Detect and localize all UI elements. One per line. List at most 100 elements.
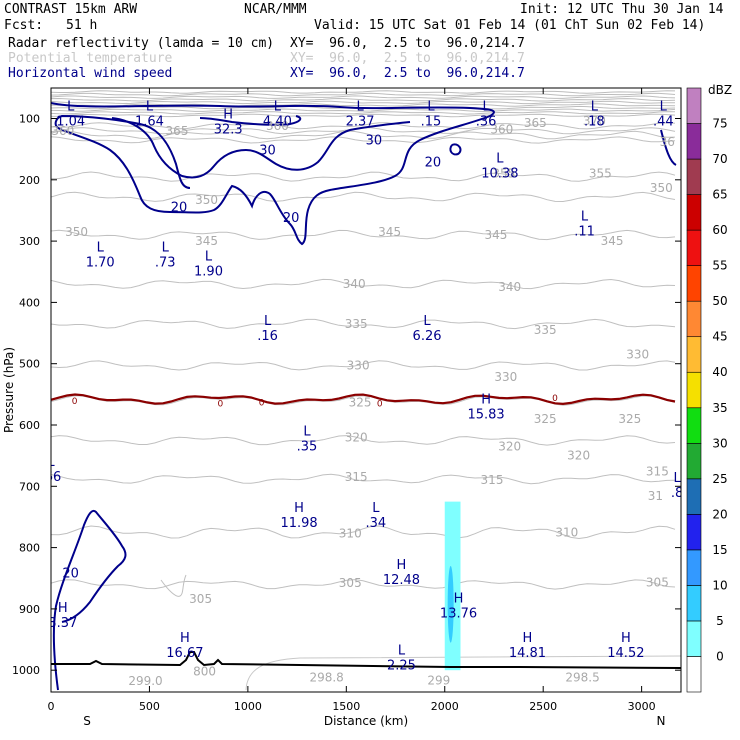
- extremum-type-21: L: [372, 501, 380, 516]
- terrain-line: [51, 651, 681, 669]
- x-tick-label-2: 1000: [234, 700, 262, 713]
- valid-time: Valid: 15 UTC Sat 01 Feb 14 (01 ChT Sun …: [314, 18, 706, 33]
- theta-label-12: 345: [195, 234, 218, 248]
- colorbar-label-8: 40: [712, 365, 727, 379]
- extremum-value-14: .16: [257, 329, 278, 344]
- extremum-type-2: H: [223, 107, 233, 122]
- colorbar-label-2: 10: [712, 578, 727, 592]
- colorbar-label-12: 60: [712, 223, 727, 237]
- x-tick-label-5: 2500: [529, 700, 557, 713]
- extremum-value-6: .36: [476, 114, 497, 129]
- freezing-level-line: [51, 393, 676, 406]
- wind-contour-3: [52, 509, 127, 691]
- theta-contour-2: [51, 130, 676, 140]
- theta-label-33: 310: [555, 525, 578, 539]
- forecast-label: Fcst:: [4, 18, 44, 33]
- extremum-type-4: L: [356, 99, 364, 114]
- theta-contour-7: [51, 278, 676, 290]
- extremum-value-25: 16.67: [166, 646, 203, 661]
- extremum-type-11: L: [97, 240, 105, 255]
- extremum-type-20: H: [294, 501, 304, 516]
- extremum-value-11: 1.70: [86, 255, 115, 270]
- terrain: [51, 651, 681, 669]
- theta-label-18: 335: [345, 317, 368, 331]
- wind-contour-5: [660, 129, 677, 166]
- theta-label-6: 36: [660, 135, 675, 149]
- freezing-label-0: 0: [72, 397, 78, 407]
- extremum-type-8: L: [660, 99, 668, 114]
- theta-label-13: 345: [378, 225, 401, 239]
- wind-label-4: 30: [366, 134, 383, 149]
- plot-background: [51, 88, 681, 692]
- extremum-value-21: .34: [366, 516, 387, 531]
- extremum-value-9: 10.38: [481, 166, 518, 181]
- theta-contour-11: [51, 435, 676, 446]
- theta-label-32: 310: [339, 527, 362, 541]
- theta-label-38: 299.0: [128, 674, 162, 688]
- extremum-type-25: H: [180, 631, 190, 646]
- theta-label-19: 335: [534, 323, 557, 337]
- extremum-value-4: 2.37: [346, 114, 375, 129]
- extremum-type-0: L: [67, 99, 75, 114]
- colorbar-label-15: 75: [712, 117, 727, 131]
- wind-label-3: 20: [425, 156, 442, 171]
- wind-contour-1: [199, 115, 302, 126]
- extremum-value-13: 1.90: [194, 265, 223, 280]
- extremum-type-16: H: [481, 392, 491, 407]
- extremum-value-26: 2.25: [387, 659, 416, 674]
- colorbar-swatch-4: [686, 514, 702, 551]
- theta-label-17: 340: [498, 280, 521, 294]
- extremum-type-24: H: [58, 601, 68, 616]
- theta-label-10: 350: [195, 193, 218, 207]
- theta-label-16: 340: [343, 277, 366, 291]
- center-title: NCAR/MMM: [244, 2, 307, 17]
- theta-label-11: 350: [65, 225, 88, 239]
- theta-label-5: 370: [583, 114, 606, 128]
- theta-label-14: 345: [484, 228, 507, 242]
- theta-label-15: 345: [601, 234, 624, 248]
- extremum-type-28: H: [621, 631, 631, 646]
- theta-label-22: 330: [494, 370, 517, 384]
- field-reflectivity-name: Radar reflectivity (lamda = 10 cm): [8, 36, 275, 51]
- colorbar: 0 5 10 15 20 25 30 35 40 45 50 55 60 65 70 75: [686, 87, 728, 693]
- theta-packed-0: [51, 90, 676, 94]
- colorbar-swatch-16: [686, 87, 702, 124]
- theta-label-35: 305: [189, 592, 212, 606]
- colorbar-label-13: 65: [712, 188, 727, 202]
- theta-contour-8: [51, 318, 676, 330]
- extremum-value-20: 11.98: [280, 516, 317, 531]
- field-wind-xy: XY= 96.0, 2.5 to 96.0,214.7: [290, 66, 525, 81]
- y-axis-title: Pressure (hPa): [2, 347, 16, 433]
- extremum-value-24: 3.37: [48, 616, 77, 631]
- theta-label-26: 320: [345, 430, 368, 444]
- theta-label-9: 350: [650, 181, 673, 195]
- wind-contour-0: [51, 102, 495, 246]
- colorbar-label-5: 25: [712, 472, 727, 486]
- forecast-hour: 51 h: [66, 18, 98, 33]
- south-end-label: S: [83, 714, 91, 728]
- theta-label-29: 315: [345, 470, 368, 484]
- y-tick-label-1: 200: [19, 174, 40, 187]
- theta-label-21: 330: [347, 359, 370, 373]
- theta-label-24: 325: [534, 412, 557, 426]
- theta-packed-3: [51, 97, 676, 102]
- theta-contour-4: [51, 171, 676, 182]
- extremum-type-27: H: [523, 631, 533, 646]
- extremum-value-27: 14.81: [509, 646, 546, 661]
- theta-contour-9: [51, 360, 676, 371]
- theta-label-1: 365: [166, 124, 189, 138]
- y-tick-label-6: 700: [19, 480, 40, 493]
- extremum-value-23: 13.76: [440, 607, 477, 622]
- extremum-value-8: .44: [653, 114, 674, 129]
- freezing-label-2: 0: [259, 398, 265, 408]
- freezing-label-1: 0: [217, 400, 223, 410]
- colorbar-swatch-15: [686, 123, 702, 160]
- freezing-label-3: 0: [377, 400, 383, 410]
- y-tick-label-5: 600: [19, 419, 40, 432]
- extremum-value-12: .73: [155, 255, 176, 270]
- extremum-value-2: 32.3: [214, 122, 243, 137]
- y-tick-label-7: 800: [19, 542, 40, 555]
- theta-label-37: 305: [646, 576, 669, 590]
- extremum-value-5: .15: [421, 114, 442, 129]
